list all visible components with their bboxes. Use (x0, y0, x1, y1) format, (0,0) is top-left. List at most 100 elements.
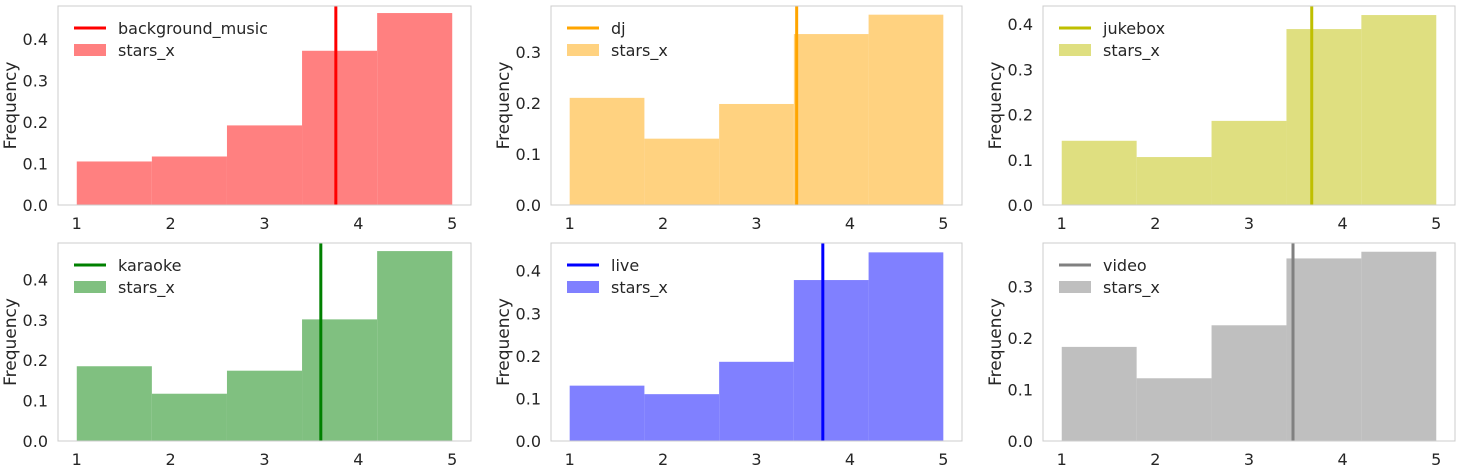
y-tick-label: 0.1 (23, 155, 48, 174)
histogram-bar (151, 156, 227, 205)
y-axis-label: Frequency (1, 62, 21, 150)
y-tick-label: 0.1 (516, 145, 541, 164)
histogram-bar (76, 161, 152, 205)
y-axis-label: Frequency (986, 62, 1006, 150)
chart-panel-2: 0.0 0.1 0.2 0.3 1 2 3 4 5 Frequency dj stars_x (494, 5, 963, 233)
y-tick-label: 0.0 (1008, 432, 1033, 451)
histogram-bar (1136, 378, 1212, 441)
chart-panel-1: 0.0 0.1 0.2 0.3 0.4 1 2 3 4 5 Frequency background_… (1, 5, 472, 233)
x-tick-label: 5 (938, 450, 948, 469)
y-tick-label: 0.2 (23, 113, 48, 132)
y-tick-label: 0.4 (516, 262, 541, 281)
y-tick-label: 0.3 (23, 72, 48, 91)
y-tick-label: 0.2 (1008, 329, 1033, 348)
chart-panel-4: 0.0 0.1 0.2 0.3 0.4 1 2 3 4 5 Frequency karaoke star… (1, 242, 472, 469)
legend-patch-swatch (74, 281, 106, 293)
x-tick-label: 3 (259, 214, 269, 233)
legend-label: background_music (118, 19, 268, 39)
histogram-bar (644, 138, 720, 205)
y-axis-label: Frequency (494, 298, 514, 386)
axes-frame (57, 242, 472, 442)
chart-panel-3: 0.0 0.1 0.2 0.3 0.4 1 2 3 4 5 Frequency jukebox star… (986, 5, 1456, 233)
x-tick-label: 4 (845, 214, 855, 233)
x-tick-label: 2 (658, 214, 668, 233)
histogram-bar (1061, 346, 1137, 441)
legend-label: stars_x (118, 41, 175, 61)
axes-frame (1042, 5, 1456, 206)
y-tick-label: 0.2 (23, 351, 48, 370)
histogram-bar (1361, 15, 1437, 205)
y-tick-label: 0.0 (1008, 196, 1033, 215)
y-tick-label: 0.1 (1008, 381, 1033, 400)
chart-panel-5: 0.0 0.1 0.2 0.3 0.4 1 2 3 4 5 Frequency live stars_x (494, 242, 963, 469)
y-tick-label: 0.1 (516, 389, 541, 408)
x-tick-label: 2 (658, 450, 668, 469)
y-axis-label: Frequency (494, 62, 514, 150)
histogram-bar (226, 370, 303, 441)
y-tick-label: 0.2 (1008, 106, 1033, 125)
legend-label: stars_x (611, 41, 668, 61)
histogram-bar (1061, 140, 1137, 205)
legend: karaoke stars_x (74, 256, 182, 298)
histogram-bar (1286, 29, 1362, 206)
histogram-bar (719, 361, 794, 441)
x-tick-label: 1 (565, 214, 575, 233)
histogram-bar (719, 103, 794, 205)
legend-patch-swatch (567, 44, 599, 56)
x-tick-label: 3 (1244, 450, 1254, 469)
x-tick-label: 2 (1150, 450, 1160, 469)
x-tick-label: 5 (1431, 214, 1441, 233)
x-tick-label: 4 (353, 214, 363, 233)
x-tick-label: 3 (751, 214, 761, 233)
legend-label: stars_x (1103, 41, 1160, 61)
axes-frame (57, 5, 472, 206)
x-tick-label: 1 (72, 214, 82, 233)
x-tick-label: 5 (447, 214, 457, 233)
legend-label: jukebox (1102, 19, 1165, 38)
legend-label: live (611, 256, 639, 275)
x-tick-label: 4 (1338, 450, 1348, 469)
histogram-bar (1136, 157, 1212, 205)
y-tick-label: 0.0 (23, 432, 48, 451)
chart-panel-6: 0.0 0.1 0.2 0.3 1 2 3 4 5 Frequency video stars_x (986, 242, 1456, 469)
histogram-bar (76, 366, 152, 441)
legend-label: karaoke (118, 256, 182, 275)
legend-patch-swatch (74, 44, 106, 56)
y-tick-label: 0.0 (516, 196, 541, 215)
histogram-bar (302, 50, 378, 206)
x-tick-label: 3 (1244, 214, 1254, 233)
x-tick-label: 3 (259, 450, 269, 469)
histogram-bar (1361, 251, 1437, 441)
x-tick-label: 2 (1150, 214, 1160, 233)
y-tick-label: 0.1 (23, 392, 48, 411)
x-tick-label: 4 (845, 450, 855, 469)
y-axis-label: Frequency (1, 298, 21, 386)
legend-patch-swatch (567, 281, 599, 293)
histogram-bar (569, 385, 645, 441)
x-tick-label: 1 (1057, 214, 1067, 233)
x-tick-label: 5 (938, 214, 948, 233)
y-tick-label: 0.0 (516, 432, 541, 451)
legend-patch-swatch (1059, 281, 1091, 293)
legend-label: video (1103, 256, 1147, 275)
legend: video stars_x (1059, 256, 1160, 298)
x-tick-label: 1 (565, 450, 575, 469)
x-tick-label: 1 (1057, 450, 1067, 469)
legend-label: stars_x (118, 278, 175, 298)
axes-frame (550, 5, 963, 206)
histogram-bar (226, 125, 303, 205)
axes-frame (1042, 242, 1456, 442)
legend-label: stars_x (1103, 278, 1160, 298)
histogram-bar (793, 34, 869, 205)
histogram-bar (151, 393, 227, 441)
x-tick-label: 5 (1431, 450, 1441, 469)
y-tick-label: 0.2 (516, 94, 541, 113)
y-tick-label: 0.3 (516, 304, 541, 323)
x-tick-label: 1 (72, 450, 82, 469)
x-tick-label: 4 (1338, 214, 1348, 233)
legend: jukebox stars_x (1059, 19, 1165, 61)
histogram-bar (793, 280, 869, 441)
histogram-bar (1286, 258, 1362, 441)
